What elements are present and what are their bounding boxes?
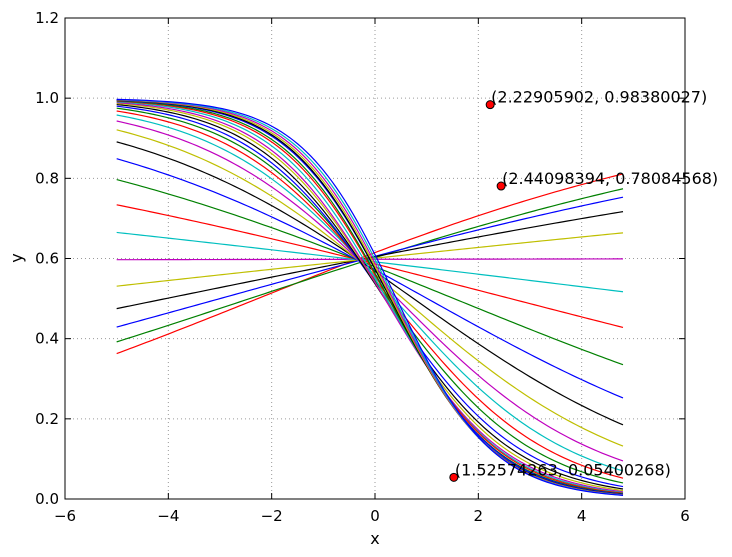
y-tick-label: 0.2 bbox=[35, 410, 59, 428]
series-line bbox=[116, 101, 624, 493]
series-line bbox=[116, 98, 624, 496]
series-line bbox=[116, 100, 624, 494]
data-point-label: (2.44098394, 0.78084568) bbox=[502, 169, 718, 188]
y-tick-label: 0.8 bbox=[35, 169, 59, 187]
x-tick-label: −6 bbox=[54, 507, 76, 525]
data-point bbox=[449, 472, 459, 482]
series-line bbox=[116, 141, 624, 426]
annotated-points: (2.22905902, 0.98380027) (2.44098394, 0.7… bbox=[449, 88, 718, 482]
data-point bbox=[496, 181, 506, 191]
x-tick-label: 4 bbox=[577, 507, 587, 525]
x-tick-label: 6 bbox=[680, 507, 690, 525]
y-axis-label: y bbox=[7, 253, 26, 262]
series-line bbox=[116, 158, 624, 399]
series-line bbox=[116, 100, 624, 495]
y-tick-label: 0.4 bbox=[35, 330, 59, 348]
data-point-label: (1.52574263, 0.05400268) bbox=[455, 460, 671, 479]
y-tick-label: 1.0 bbox=[35, 89, 59, 107]
series-line bbox=[116, 103, 624, 490]
series-line bbox=[116, 114, 624, 472]
axis-ticks: −6 −4 −2 0 2 4 6 0.0 0.2 0.4 0.6 0.8 1.0 1.2 bbox=[35, 9, 690, 525]
y-tick-label: 0.6 bbox=[35, 250, 59, 268]
series-line bbox=[116, 173, 624, 355]
series-line bbox=[116, 231, 624, 293]
y-tick-label: 0.0 bbox=[35, 490, 59, 508]
x-tick-label: −4 bbox=[157, 507, 179, 525]
data-point-label: (2.22905902, 0.98380027) bbox=[491, 88, 707, 107]
x-tick-label: 2 bbox=[474, 507, 484, 525]
series-line bbox=[116, 101, 624, 494]
y-tick-label: 1.2 bbox=[35, 9, 59, 27]
x-tick-label: −2 bbox=[261, 507, 283, 525]
data-point bbox=[485, 100, 495, 110]
x-axis-label: x bbox=[370, 529, 379, 548]
series-lines bbox=[116, 98, 624, 496]
x-tick-label: 0 bbox=[370, 507, 380, 525]
series-line bbox=[116, 204, 624, 329]
